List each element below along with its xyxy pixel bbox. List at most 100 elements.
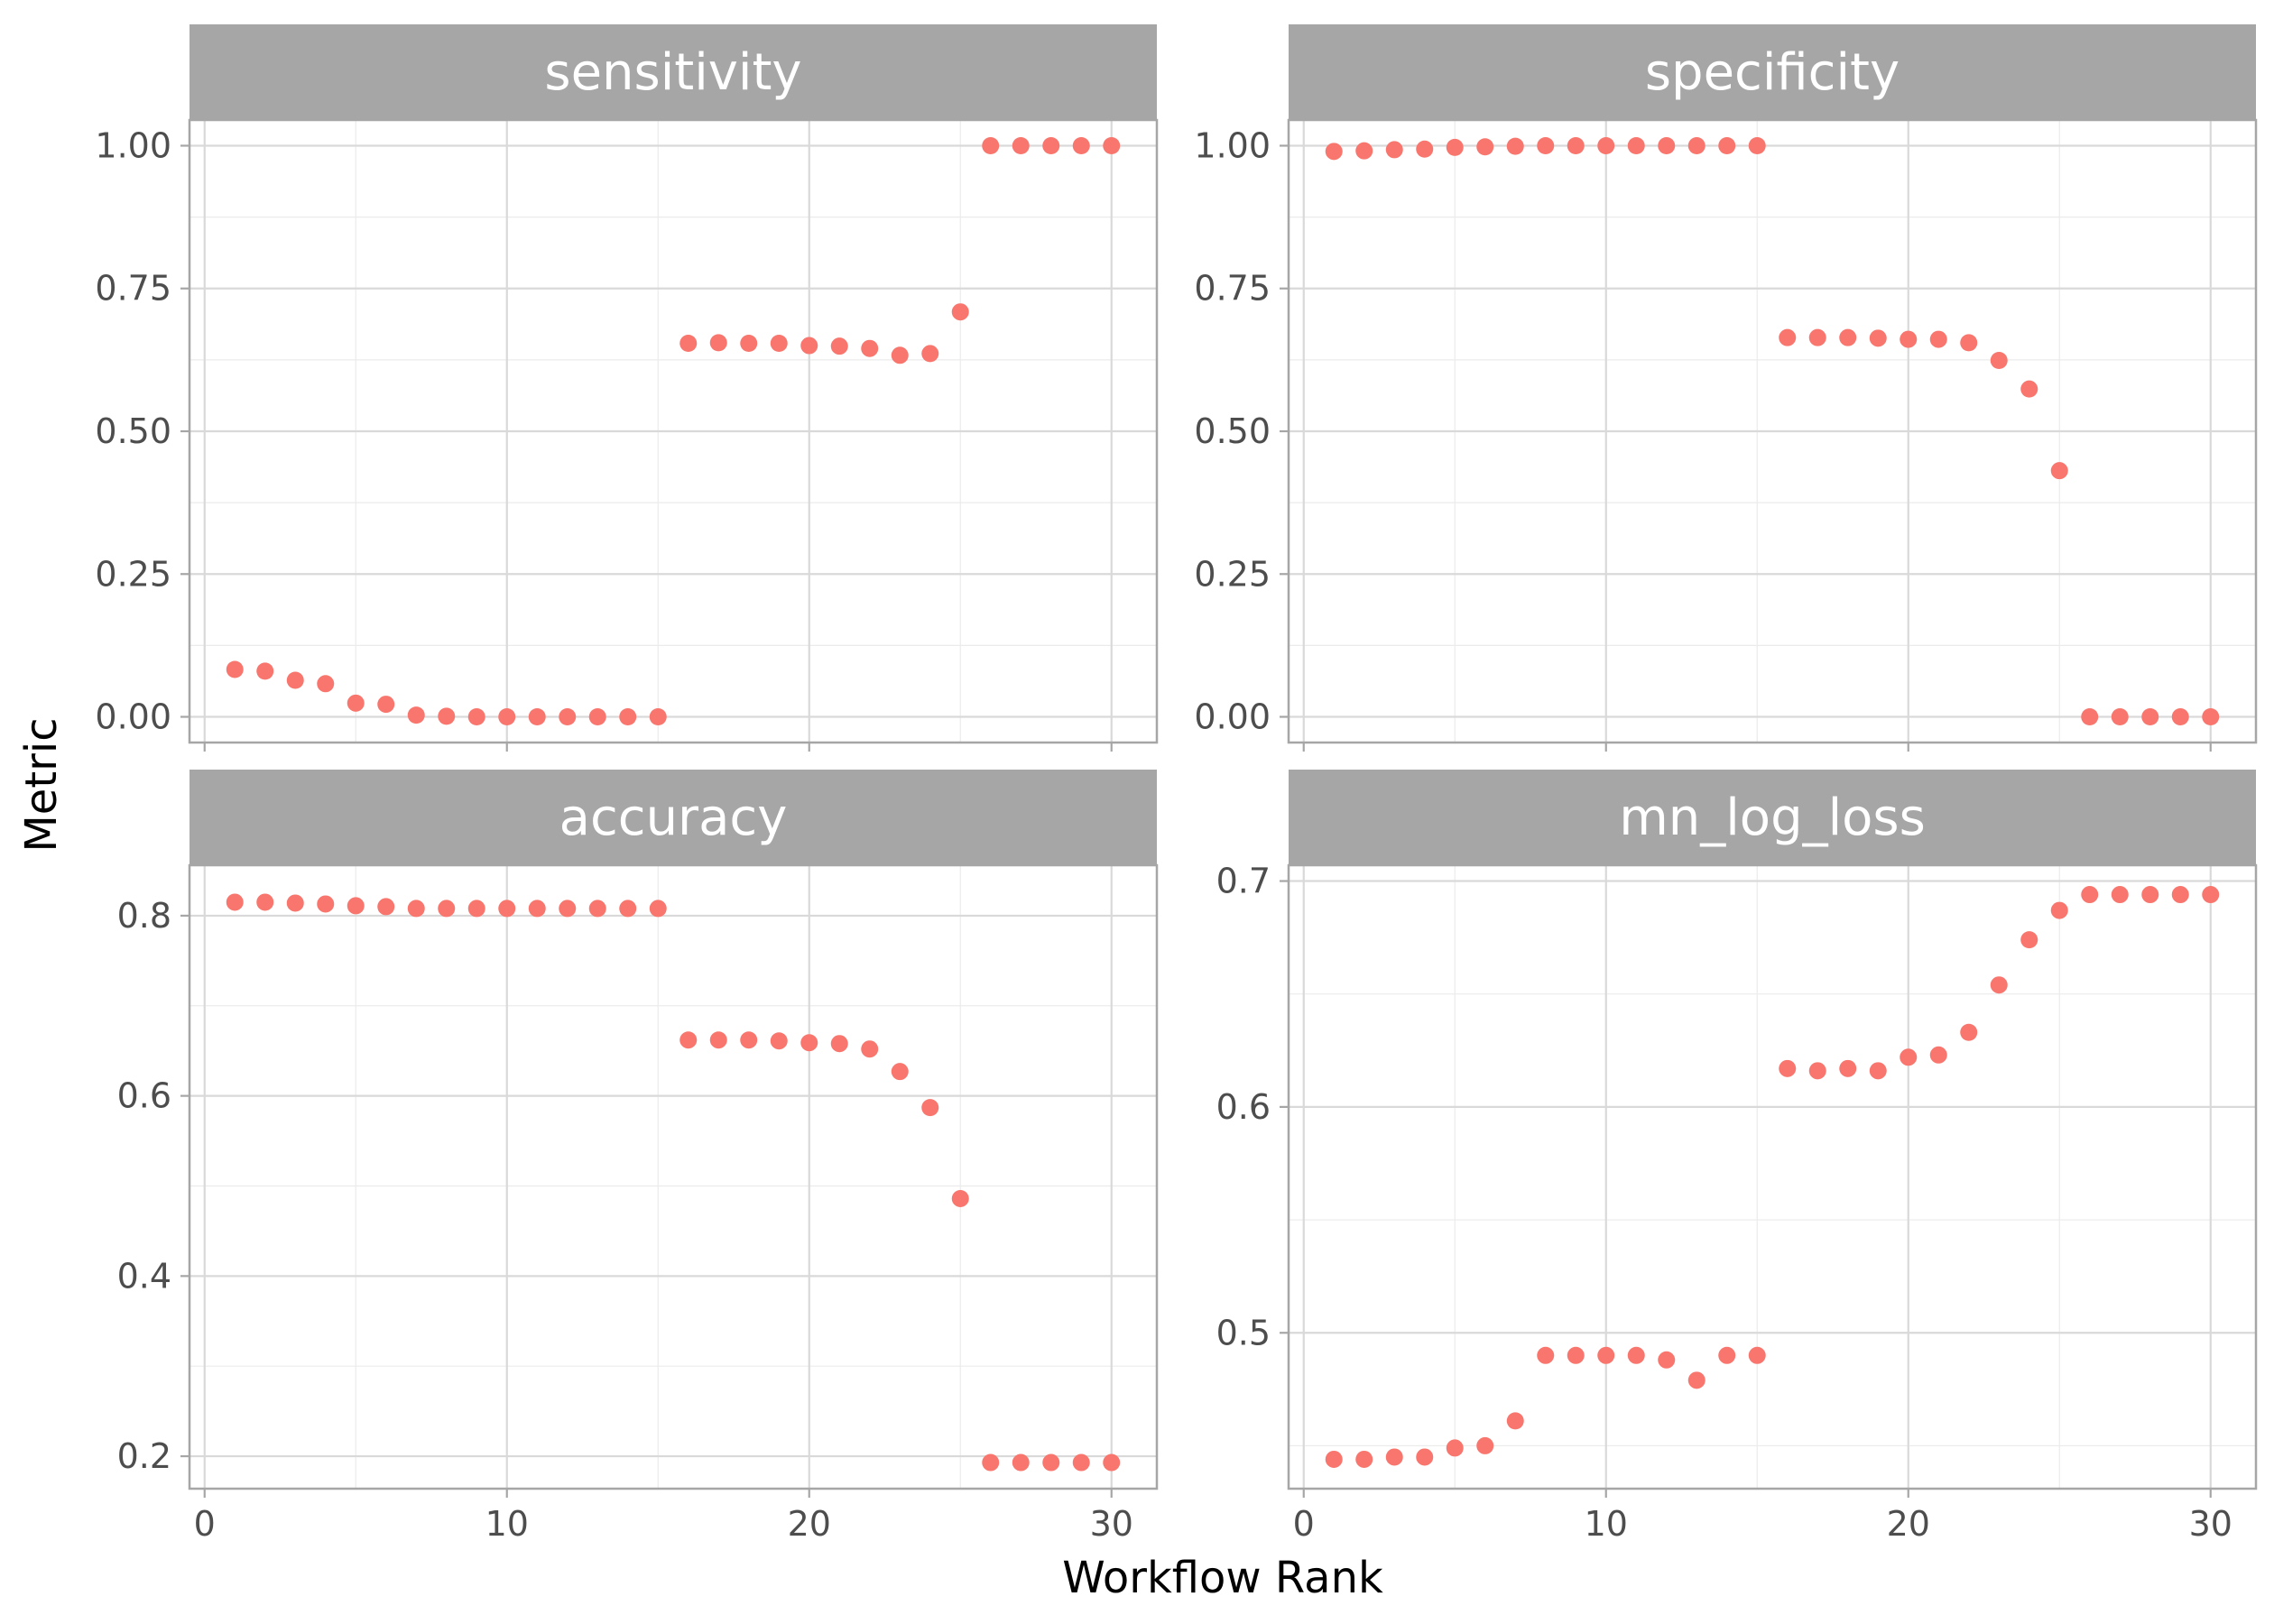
- data-point: [1839, 1059, 1857, 1077]
- data-point: [1042, 136, 1060, 154]
- data-point: [1103, 1453, 1121, 1472]
- data-point: [679, 335, 698, 353]
- data-point: [1042, 1453, 1060, 1472]
- data-point: [1012, 136, 1030, 154]
- data-point: [740, 1031, 758, 1049]
- data-point: [679, 1031, 698, 1049]
- data-point: [1687, 136, 1706, 154]
- data-point: [1990, 352, 2008, 370]
- data-point: [588, 900, 606, 918]
- y-tick-label: 0.25: [1194, 554, 1271, 594]
- data-point: [709, 1031, 727, 1049]
- data-point: [438, 900, 456, 918]
- facet-title: mn_log_loss: [1619, 789, 1926, 847]
- data-point: [982, 136, 1000, 154]
- data-point: [982, 1453, 1000, 1472]
- data-point: [1839, 328, 1857, 346]
- data-point: [559, 900, 577, 918]
- y-tick-label: 0.2: [117, 1436, 171, 1476]
- data-point: [740, 335, 758, 353]
- facet-title: specificity: [1645, 43, 1900, 102]
- data-point: [1446, 138, 1464, 156]
- y-tick-label: 0.00: [1194, 697, 1271, 737]
- y-tick-label: 0.50: [1194, 411, 1271, 451]
- data-point: [619, 900, 637, 918]
- data-point: [2050, 901, 2068, 919]
- data-point: [921, 1099, 939, 1117]
- data-point: [2171, 886, 2189, 904]
- data-point: [951, 303, 969, 321]
- x-tick-label: 10: [485, 1504, 529, 1544]
- data-point: [1658, 1351, 1676, 1369]
- data-point: [1416, 1448, 1434, 1466]
- panel-specificity: specificity 0.00 0.25 0.50 0.75 1.00: [1194, 24, 2258, 752]
- data-point: [498, 708, 516, 726]
- data-point: [649, 708, 667, 726]
- data-point: [2141, 886, 2159, 904]
- facet-strip: [1289, 24, 2256, 120]
- x-tick-label: 30: [1090, 1504, 1133, 1544]
- data-point: [1808, 328, 1826, 346]
- data-point: [528, 900, 546, 918]
- data-point: [1567, 1346, 1585, 1364]
- y-tick-label: 0.50: [95, 411, 171, 451]
- data-point: [256, 893, 274, 911]
- facet-title: accuracy: [559, 789, 788, 847]
- data-point: [1476, 138, 1494, 156]
- data-point: [2081, 708, 2099, 726]
- data-point: [1960, 1023, 1978, 1041]
- panel-mn_log_loss: mn_log_loss 0.5 0.6 0.7 0 10 20 30: [1216, 770, 2258, 1544]
- data-point: [1748, 136, 1766, 154]
- panel-border: [1287, 863, 2258, 1490]
- data-point: [2141, 708, 2159, 726]
- data-point: [2111, 886, 2129, 904]
- data-point: [467, 900, 485, 918]
- y-tick-label: 1.00: [95, 125, 171, 165]
- y-tick-label: 0.75: [1194, 269, 1271, 309]
- x-tick-label: 20: [788, 1504, 831, 1544]
- x-tick-label: 0: [1293, 1504, 1315, 1544]
- data-point: [407, 706, 425, 724]
- data-point: [1900, 330, 1918, 348]
- data-point: [1658, 136, 1676, 154]
- data-point: [1597, 1346, 1615, 1364]
- data-point: [226, 893, 244, 911]
- y-tick-label: 0.7: [1216, 862, 1271, 901]
- data-point: [2171, 708, 2189, 726]
- data-point: [1355, 1450, 1373, 1468]
- y-tick-label: 0.00: [95, 697, 171, 737]
- y-tick-label: 0.4: [117, 1256, 171, 1296]
- data-point: [1900, 1048, 1918, 1066]
- data-point: [1808, 1062, 1826, 1080]
- y-tick-label: 0.6: [1216, 1087, 1271, 1127]
- data-point: [1506, 137, 1524, 155]
- data-point: [1748, 1346, 1766, 1364]
- data-point: [1325, 1450, 1343, 1468]
- data-point: [286, 894, 304, 912]
- data-point: [1929, 1046, 1947, 1064]
- data-point: [1103, 136, 1121, 154]
- x-axis-title: Workflow Rank: [1062, 1553, 1383, 1603]
- panel-border: [1287, 118, 2258, 744]
- data-point: [2202, 886, 2220, 904]
- data-point: [2020, 931, 2038, 949]
- data-point: [1325, 143, 1343, 161]
- data-point: [709, 334, 727, 352]
- panel-sensitivity: sensitivity 0.00 0.25 0.50 0.75 1.00: [95, 24, 1159, 752]
- x-tick-label: 30: [2189, 1504, 2232, 1544]
- data-point: [1072, 1453, 1090, 1472]
- data-point: [891, 1063, 909, 1081]
- y-tick-label: 0.25: [95, 554, 171, 594]
- data-point: [830, 337, 848, 355]
- data-point: [1537, 136, 1555, 154]
- data-point: [770, 335, 788, 353]
- facet-strip: [190, 24, 1157, 120]
- data-point: [1597, 136, 1615, 154]
- y-tick-label: 0.75: [95, 269, 171, 309]
- data-point: [1718, 1346, 1736, 1364]
- panel-border: [188, 863, 1159, 1490]
- data-point: [407, 900, 425, 918]
- y-axis-title: Metric: [16, 717, 67, 852]
- data-point: [1960, 334, 1978, 352]
- data-point: [1072, 136, 1090, 154]
